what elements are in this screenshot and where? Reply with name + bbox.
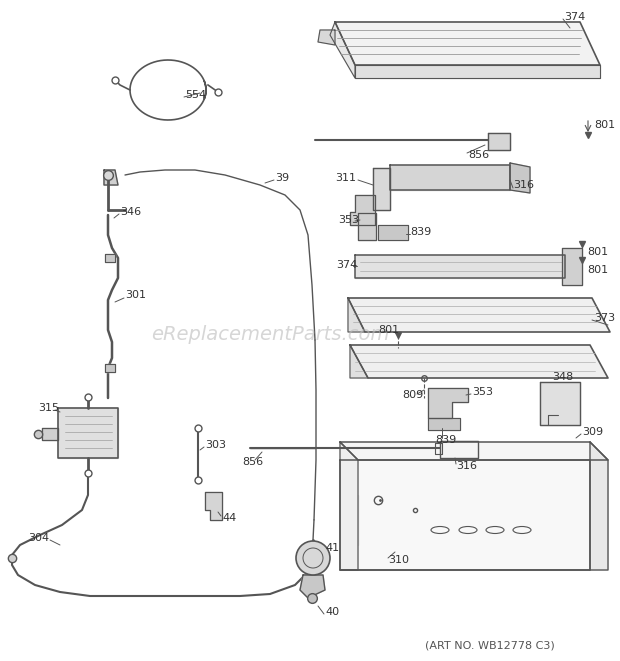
Text: 301: 301	[125, 290, 146, 300]
Text: 809: 809	[402, 390, 423, 400]
Polygon shape	[440, 441, 478, 458]
Polygon shape	[300, 575, 325, 598]
Text: 304: 304	[28, 533, 49, 543]
Polygon shape	[335, 22, 600, 65]
Polygon shape	[350, 345, 608, 378]
Text: 374: 374	[336, 260, 357, 270]
Polygon shape	[562, 248, 582, 285]
Text: (ART NO. WB12778 C3): (ART NO. WB12778 C3)	[425, 640, 555, 650]
Text: 856: 856	[242, 457, 263, 467]
Text: 316: 316	[513, 180, 534, 190]
Polygon shape	[428, 388, 468, 418]
Text: 346: 346	[120, 207, 141, 217]
Text: 309: 309	[582, 427, 603, 437]
Text: 311: 311	[335, 173, 356, 183]
Polygon shape	[378, 225, 408, 240]
Text: 801: 801	[594, 120, 615, 130]
Text: 44: 44	[222, 513, 236, 523]
Polygon shape	[58, 408, 118, 458]
Polygon shape	[590, 442, 608, 570]
Polygon shape	[358, 213, 376, 240]
Text: eReplacementParts.com: eReplacementParts.com	[151, 325, 389, 344]
Text: 39: 39	[275, 173, 289, 183]
Text: 40: 40	[325, 607, 339, 617]
Polygon shape	[340, 442, 608, 460]
Circle shape	[296, 541, 330, 575]
Polygon shape	[205, 492, 222, 520]
Text: 353: 353	[472, 387, 493, 397]
Polygon shape	[540, 382, 580, 425]
Polygon shape	[42, 428, 58, 440]
Polygon shape	[348, 298, 365, 332]
Text: 554: 554	[185, 90, 206, 100]
Text: 374: 374	[564, 12, 585, 22]
Polygon shape	[373, 168, 390, 210]
Polygon shape	[390, 165, 510, 190]
Polygon shape	[330, 22, 355, 78]
Text: 856: 856	[468, 150, 489, 160]
Text: 310: 310	[388, 555, 409, 565]
Polygon shape	[105, 364, 115, 372]
Text: 316: 316	[456, 461, 477, 471]
Polygon shape	[104, 170, 118, 185]
Polygon shape	[348, 298, 610, 332]
Text: 801: 801	[587, 247, 608, 257]
Polygon shape	[350, 195, 375, 225]
Polygon shape	[340, 460, 590, 570]
Polygon shape	[355, 65, 600, 78]
Text: 839: 839	[410, 227, 432, 237]
Polygon shape	[428, 418, 460, 430]
Polygon shape	[355, 255, 565, 278]
Text: 801: 801	[378, 325, 399, 335]
Text: 353: 353	[338, 215, 359, 225]
Text: 348: 348	[552, 372, 574, 382]
Polygon shape	[350, 345, 368, 378]
Text: 41: 41	[325, 543, 339, 553]
Polygon shape	[105, 254, 115, 262]
Text: 839: 839	[435, 435, 456, 445]
Text: 801: 801	[587, 265, 608, 275]
Polygon shape	[435, 443, 442, 454]
Text: 315: 315	[38, 403, 59, 413]
Polygon shape	[510, 163, 530, 193]
Text: 373: 373	[594, 313, 615, 323]
Polygon shape	[340, 442, 358, 570]
Polygon shape	[488, 133, 510, 150]
Polygon shape	[318, 30, 335, 45]
Text: 303: 303	[205, 440, 226, 450]
